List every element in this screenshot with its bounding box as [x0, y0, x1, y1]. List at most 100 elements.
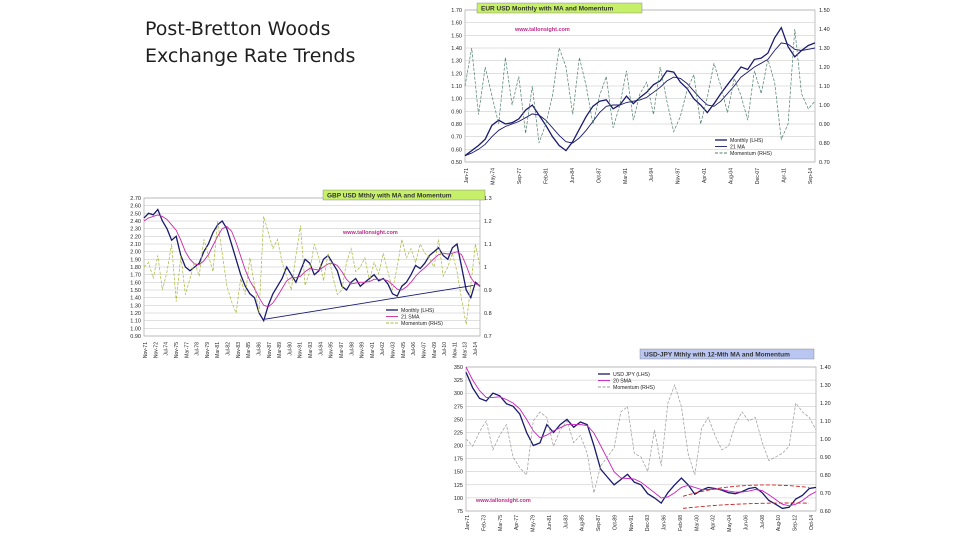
eurusd-x-tick-label: Sep-14 [808, 168, 814, 184]
usdjpy-x-tick-label: Jul-08 [760, 515, 766, 529]
gbpusd-watermark: www.tallonsight.com [342, 230, 398, 236]
usdjpy-x-tick-label: Aug-10 [776, 515, 782, 531]
gbpusd-left-tick-label: 1.20 [130, 311, 141, 317]
usdjpy-x-tick-label: Jan-96 [662, 515, 668, 531]
usdjpy-x-tick-label: Nov-91 [629, 515, 635, 531]
gbpusd-chart: 2.70 2.602.50 2.40 2.302.20 2.10 2.001.90 1.80… [130, 189, 492, 358]
usdjpy-x-tick-label: Feb-98 [678, 515, 684, 531]
gbpusd-left-tick-label: 2.60 [130, 204, 141, 210]
usdjpy-legend-label: Momentum (RHS) [613, 385, 655, 391]
usdjpy-watermark: www.tallonsight.com [475, 498, 531, 504]
gbpusd-x-tick-label: Jul-82 [226, 342, 232, 356]
eurusd-left-tick-label: 1.30 [451, 59, 462, 65]
eurusd-left-tick-label: 0.90 [451, 109, 462, 115]
usdjpy-left-tick-label: 300 [454, 391, 463, 397]
gbpusd-right-tick-label: 0.8 [484, 311, 492, 317]
gbpusd-x-tick-label: Jul-98 [349, 342, 355, 356]
eurusd-left-tick-label: 1.50 [451, 33, 462, 39]
eurusd-right-tick-label: 1.20 [819, 65, 830, 71]
gbpusd-left-tick-label: 1.70 [130, 273, 141, 279]
gbpusd-x-tick-label: Mar-01 [370, 342, 376, 358]
gbpusd-x-tick-label: Nov-83 [236, 342, 242, 358]
eurusd-right-tick-label: 1.50 [819, 8, 830, 14]
gbpusd-x-tick-label: Mar-77 [184, 342, 190, 358]
usdjpy-legend-label: USD JPY (LHS) [613, 372, 650, 378]
eurusd-x-tick-label: Jan-71 [464, 168, 470, 184]
usdjpy-chart-title: USD-JPY Mthly with 12-Mth MA and Momentu… [644, 352, 790, 359]
slide-title: Post-Bretton Woods Exchange Rate Trends [145, 16, 355, 70]
usdjpy-x-tick-label: Sep-87 [596, 515, 602, 531]
eurusd-series-2 [464, 28, 816, 144]
eurusd-left-tick-label: 1.10 [451, 84, 462, 90]
usdjpy-x-tick-label: May-04 [727, 515, 733, 532]
gbpusd-series-1 [143, 214, 481, 308]
gbpusd-x-tick-label: Nov-91 [298, 342, 304, 358]
usdjpy-left-tick-label: 200 [454, 444, 463, 450]
gbpusd-x-tick-label: Mar-89 [277, 342, 283, 358]
usdjpy-dashed-trend-upper [682, 484, 810, 497]
usdjpy-dashed-trend-lower [682, 502, 810, 509]
gbpusd-left-tick-label: 2.70 [130, 196, 141, 202]
usdjpy-x-tick-label: Mar-75 [498, 515, 504, 531]
usdjpy-x-tick-label: Jul-83 [563, 515, 569, 529]
eurusd-x-tick-label: Apr-01 [702, 168, 708, 183]
gbpusd-x-tick-label: Jul-02 [380, 342, 386, 356]
usdjpy-x-tick-label: Jan-71 [465, 515, 471, 531]
gbpusd-legend-label: 21 SMA [401, 315, 420, 321]
gbpusd-left-tick-label: 0.90 [130, 334, 141, 340]
eurusd-x-tick-label: Aug-04 [729, 168, 735, 184]
gbpusd-right-tick-label: 1.3 [484, 196, 492, 202]
gbpusd-x-tick-label: Nov-07 [421, 342, 427, 358]
eurusd-x-tick-label: Mar-91 [623, 168, 629, 184]
usdjpy-plot-area [465, 366, 817, 512]
eurusd-legend-label: Monthly (LHS) [730, 138, 763, 144]
gbpusd-x-tick-label: Jul-94 [318, 342, 324, 356]
gbpusd-x-tick-label: Jul-78 [195, 342, 201, 356]
usdjpy-right-tick-label: 1.30 [820, 383, 831, 389]
gbpusd-legend-label: Momentum (RHS) [401, 321, 443, 327]
eurusd-left-tick-label: 0.80 [451, 122, 462, 128]
gbpusd-left-tick-label: 1.50 [130, 288, 141, 294]
eurusd-left-tick-label: 0.60 [451, 147, 462, 153]
gbpusd-right-tick-label: 1.1 [484, 242, 492, 248]
usdjpy-x-tick-label: Feb-73 [481, 515, 487, 531]
eurusd-watermark: www.tallonsight.com [514, 27, 570, 33]
gbpusd-left-tick-label: 1.80 [130, 265, 141, 271]
usdjpy-left-tick-label: 225 [454, 430, 463, 436]
gbpusd-right-tick-label: 0.7 [484, 334, 492, 340]
eurusd-right-tick-label: 1.00 [819, 103, 830, 109]
eurusd-chart-title: EUR USD Monthly with MA and Momentum [481, 6, 613, 13]
eurusd-right-tick-label: 0.90 [819, 122, 830, 128]
eurusd-left-tick-label: 0.50 [451, 160, 462, 166]
usdjpy-x-tick-label: May-79 [531, 515, 537, 532]
gbpusd-left-tick-label: 2.10 [130, 242, 141, 248]
usdjpy-right-tick-label: 0.70 [820, 491, 831, 497]
gbpusd-x-tick-label: Mar-81 [215, 342, 221, 358]
gbpusd-x-tick-label: Jul-74 [164, 342, 170, 356]
usdjpy-chart: 350 325 300 275 250 225 200 175 150 125 100 75 1.40 1… [454, 348, 831, 532]
usdjpy-right-tick-label: 1.40 [820, 365, 831, 371]
usdjpy-left-tick-label: 350 [454, 365, 463, 371]
gbpusd-series-2 [143, 216, 481, 325]
eurusd-right-tick-label: 1.10 [819, 84, 830, 90]
eurusd-x-tick-label: May-74 [490, 168, 496, 185]
slide-title-line-1: Post-Bretton Woods [145, 18, 331, 40]
usdjpy-x-tick-label: Aug-85 [580, 515, 586, 531]
usdjpy-left-tick-label: 250 [454, 417, 463, 423]
usdjpy-series-1 [465, 366, 817, 507]
usdjpy-x-tick-label: Dec-93 [645, 515, 651, 531]
gbpusd-chart-title: GBP USD Mthly with MA and Momentum [327, 193, 452, 200]
usdjpy-left-tick-label: 150 [454, 470, 463, 476]
eurusd-left-tick-label: 1.40 [451, 46, 462, 52]
usdjpy-left-tick-label: 175 [454, 457, 463, 463]
gbpusd-left-tick-label: 2.00 [130, 250, 141, 256]
usdjpy-x-tick-label: Apr-77 [514, 515, 520, 530]
gbpusd-x-tick-label: Mar-09 [432, 342, 438, 358]
eurusd-left-tick-label: 0.70 [451, 135, 462, 141]
gbpusd-title-box [322, 189, 486, 201]
eurusd-legend-label: Momentum (RHS) [730, 151, 772, 157]
usdjpy-x-tick-label: Oct-89 [612, 515, 618, 530]
gbpusd-x-tick-label: Nov-79 [205, 342, 211, 358]
usdjpy-x-tick-label: Sep-12 [793, 515, 799, 531]
eurusd-x-tick-label: Nov-97 [676, 168, 682, 184]
